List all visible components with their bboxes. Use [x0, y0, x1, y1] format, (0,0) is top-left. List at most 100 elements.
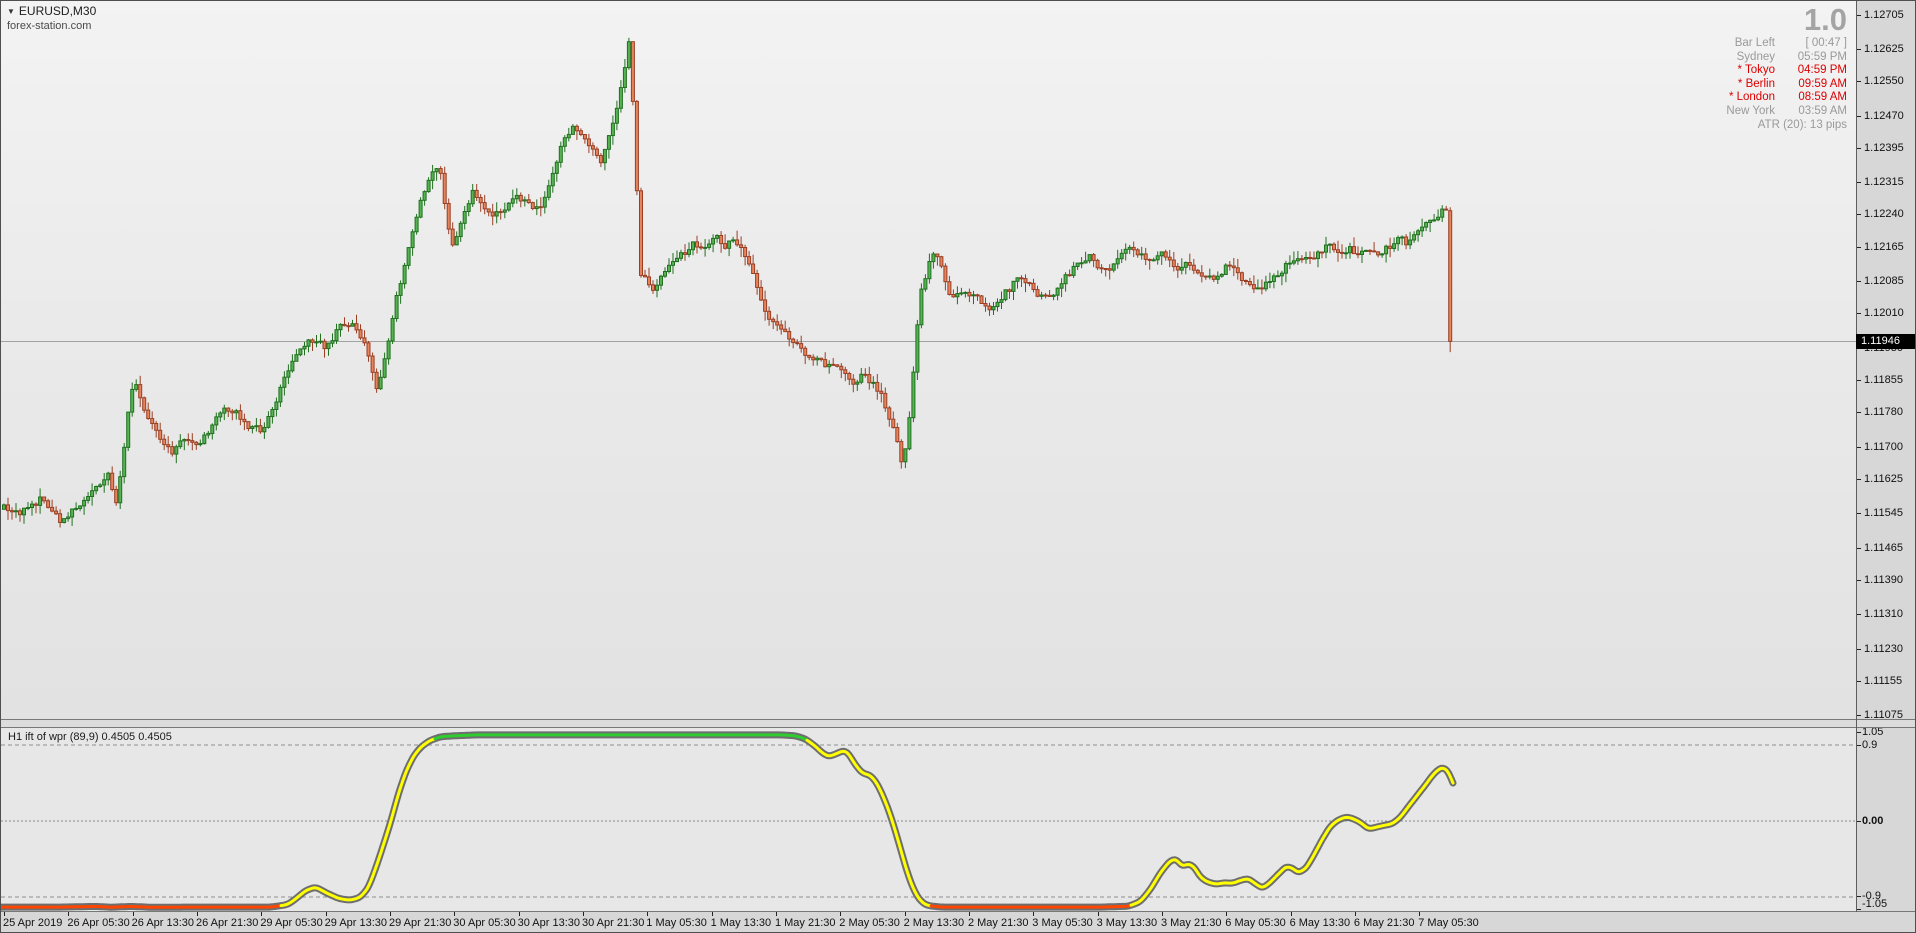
time-tick — [904, 912, 906, 916]
indicator-scale-label: -0.9 — [1862, 890, 1881, 903]
clock-info-panel: 1.0 Bar Left[ 00:47 ] Sydney 05:59 PM * Tok… — [1665, 2, 1847, 132]
price-label: 1.12705 — [1864, 8, 1904, 21]
time-label: 1 May 13:30 — [710, 917, 772, 929]
session-row: Sydney 05:59 PM — [1665, 51, 1847, 65]
time-label: 29 Apr 13:30 — [324, 917, 388, 929]
time-label: 29 Apr 05:30 — [260, 917, 323, 929]
price-tick — [1857, 380, 1861, 382]
price-tick — [1857, 547, 1861, 549]
indicator-title: H1 ift of wpr (89,9) 0.4505 0.4505 — [8, 731, 172, 743]
price-label: 1.11625 — [1864, 472, 1903, 485]
indicator-subwindow[interactable] — [1, 728, 1856, 911]
axis-separator — [1856, 1, 1857, 912]
session-row: * Berlin 09:59 AM — [1665, 78, 1847, 92]
session-row: Bar Left [ 00:47 ] — [1665, 37, 1847, 51]
symbol-dropdown-icon[interactable]: ▼ — [7, 7, 15, 16]
session-row: * London 08:59 AM — [1665, 91, 1847, 105]
price-label: 1.12315 — [1864, 176, 1904, 189]
price-label: 1.12470 — [1864, 109, 1904, 122]
window-splitter[interactable] — [1, 720, 1915, 727]
indicator-scale-label: 1.05 — [1862, 725, 1884, 738]
time-label: 6 May 05:30 — [1225, 917, 1286, 929]
indicator-scale-tick — [1857, 820, 1861, 822]
price-tick — [1857, 313, 1861, 315]
price-label: 1.11700 — [1864, 440, 1903, 453]
time-tick — [775, 912, 777, 916]
time-tick — [968, 912, 970, 916]
time-label: 26 Apr 13:30 — [131, 917, 195, 929]
indicator-scale-label: 0.00 — [1862, 814, 1884, 827]
price-tick — [1857, 281, 1861, 283]
price-tick — [1857, 579, 1861, 581]
price-label: 1.12010 — [1864, 307, 1904, 320]
price-label: 1.11780 — [1864, 406, 1903, 419]
time-tick — [261, 912, 263, 916]
time-tick — [1419, 912, 1421, 916]
session-time: 09:59 AM — [1798, 77, 1847, 90]
price-tick — [1857, 81, 1861, 83]
market-sessions: Bar Left [ 00:47 ] Sydney 05:59 PM * Tokyo 04… — [1665, 37, 1847, 118]
price-tick — [1857, 715, 1861, 717]
price-tick — [1857, 446, 1861, 448]
price-tick — [1857, 412, 1861, 414]
time-label: 3 May 05:30 — [1032, 917, 1093, 929]
session-label: * Berlin — [1737, 77, 1775, 90]
atr-label: ATR (20): 13 pips — [1757, 119, 1847, 131]
indicator-scale-tick — [1857, 744, 1861, 746]
time-tick — [840, 912, 842, 916]
bid-price-line — [1, 341, 1856, 343]
time-tick — [68, 912, 70, 916]
bars-info-big-value: 1.0 — [1803, 2, 1847, 37]
price-tick — [1857, 115, 1861, 117]
indicator-scale-label: 0.9 — [1862, 738, 1878, 751]
time-label: 3 May 13:30 — [1096, 917, 1158, 929]
price-label: 1.11075 — [1864, 709, 1903, 722]
time-tick — [1033, 912, 1035, 916]
time-tick — [454, 912, 456, 916]
session-label: Bar Left — [1734, 37, 1775, 49]
time-label: 30 Apr 13:30 — [517, 917, 581, 929]
time-tick — [196, 912, 198, 916]
chart-bottom-border — [1, 719, 1915, 720]
price-tick — [1857, 182, 1861, 184]
time-tick — [518, 912, 520, 916]
time-label: 6 May 13:30 — [1289, 917, 1351, 929]
session-label: New York — [1726, 104, 1775, 117]
time-label: 26 Apr 21:30 — [195, 917, 259, 929]
time-tick — [325, 912, 327, 916]
price-chart-plot[interactable]: ▼ EURUSD,M30 forex-station.com — [1, 1, 1856, 719]
time-label: 2 May 21:30 — [967, 917, 1029, 929]
current-price-badge: 1.11946 — [1856, 333, 1915, 349]
price-label: 1.11155 — [1864, 675, 1903, 688]
time-label: 25 Apr 2019 — [3, 917, 63, 929]
time-label: 6 May 21:30 — [1353, 917, 1415, 929]
indicator-top-border — [1, 727, 1915, 728]
time-axis[interactable]: 25 Apr 2019 26 Apr 05:30 26 Apr 13:30 26 Ap… — [1, 912, 1915, 932]
price-label: 1.11545 — [1864, 507, 1903, 520]
time-label: 2 May 05:30 — [839, 917, 900, 929]
price-axis[interactable]: 1.12705 1.12625 1.12550 1.12470 1.12395 1.123… — [1857, 1, 1915, 912]
session-time: 04:59 PM — [1797, 64, 1847, 76]
candlestick-chart[interactable] — [1, 1, 1856, 719]
time-label: 1 May 05:30 — [646, 917, 707, 929]
price-label: 1.11230 — [1864, 642, 1903, 655]
price-label: 1.11390 — [1864, 573, 1903, 586]
indicator-scale-tick — [1857, 909, 1861, 911]
price-label: 1.11310 — [1864, 608, 1903, 621]
price-label: 1.12395 — [1864, 141, 1904, 154]
session-time: 05:59 PM — [1797, 50, 1847, 63]
indicator-bottom-border — [1, 911, 1915, 912]
session-time: [ 00:47 ] — [1805, 37, 1847, 49]
time-tick — [1226, 912, 1228, 916]
session-label: Sydney — [1736, 50, 1775, 63]
price-tick — [1857, 614, 1861, 616]
time-tick — [582, 912, 584, 916]
time-tick — [1354, 912, 1356, 916]
indicator-line-chart[interactable] — [1, 728, 1856, 911]
session-time: 03:59 AM — [1798, 104, 1847, 117]
price-tick — [1857, 681, 1861, 683]
time-tick — [389, 912, 391, 916]
price-label: 1.12550 — [1864, 75, 1904, 88]
price-label: 1.12085 — [1864, 275, 1904, 288]
